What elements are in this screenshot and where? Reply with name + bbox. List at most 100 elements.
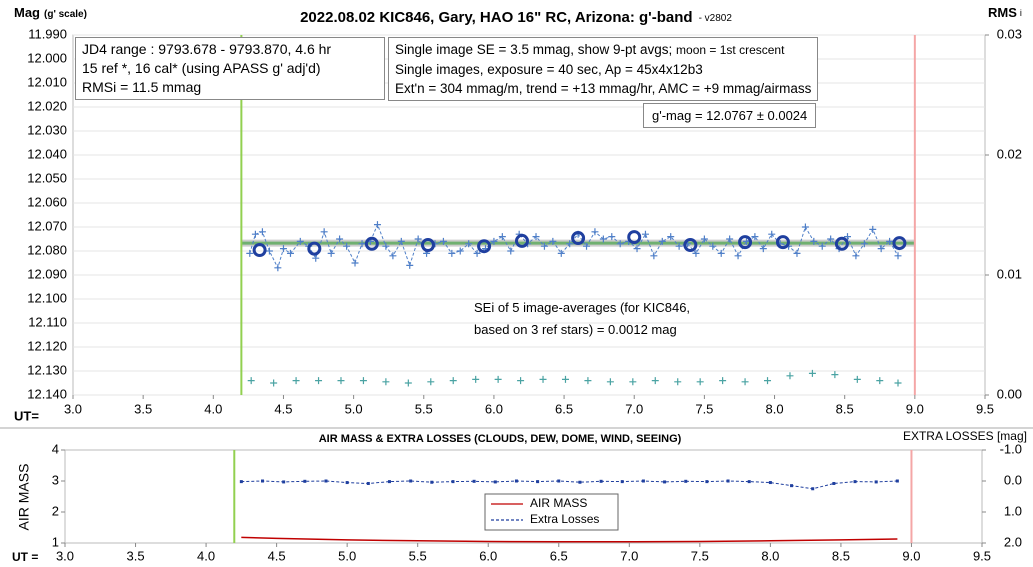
point bbox=[684, 479, 688, 483]
mag-box: g'-mag = 12.0767 ± 0.0024 bbox=[643, 103, 817, 128]
point bbox=[507, 247, 515, 255]
y-tick-label: 12.090 bbox=[27, 266, 67, 281]
point bbox=[557, 249, 565, 257]
point bbox=[674, 378, 682, 386]
y-tick-label: 2 bbox=[52, 503, 59, 518]
point bbox=[557, 479, 561, 483]
point bbox=[303, 479, 307, 483]
point bbox=[764, 377, 772, 385]
y-axis-title: Mag (g' scale) bbox=[14, 5, 87, 20]
point bbox=[312, 254, 320, 262]
point bbox=[239, 480, 243, 484]
point bbox=[629, 378, 637, 386]
point bbox=[843, 233, 851, 241]
point bbox=[696, 378, 704, 386]
x-tick-label: 7.5 bbox=[691, 548, 709, 563]
point bbox=[540, 242, 548, 250]
point bbox=[465, 240, 473, 248]
point bbox=[663, 480, 667, 484]
chart-title: AIR MASS & EXTRA LOSSES (CLOUDS, DEW, DO… bbox=[319, 433, 682, 445]
title-suffix: - v2802 bbox=[699, 13, 733, 24]
x-tick-label: 4.5 bbox=[274, 401, 292, 416]
point bbox=[853, 480, 857, 484]
y-label-note: (g' scale) bbox=[44, 9, 87, 20]
y-tick-label: 12.120 bbox=[27, 338, 67, 353]
y-tick-label: 1 bbox=[52, 534, 59, 549]
point bbox=[808, 369, 816, 377]
y-tick-label: 12.000 bbox=[27, 50, 67, 65]
point bbox=[768, 230, 776, 238]
point bbox=[472, 479, 476, 483]
point bbox=[801, 223, 809, 231]
x-tick-label: 9.5 bbox=[973, 548, 991, 563]
x-tick-label: 7.0 bbox=[620, 548, 638, 563]
average-point bbox=[775, 235, 790, 250]
point bbox=[382, 242, 390, 250]
note-line: g'-mag = 12.0767 ± 0.0024 bbox=[652, 108, 808, 123]
point bbox=[532, 233, 540, 241]
average-point bbox=[683, 238, 698, 252]
note-line: RMSi = 11.5 mmag bbox=[82, 79, 202, 95]
point bbox=[591, 228, 599, 236]
y2-axis-title: RMS i bbox=[988, 5, 1022, 20]
point bbox=[675, 242, 683, 250]
point bbox=[831, 371, 839, 379]
y2-tick-label: 2.0 bbox=[1004, 534, 1022, 549]
y2-tick-label: 0.03 bbox=[997, 26, 1022, 41]
point bbox=[584, 377, 592, 385]
point bbox=[473, 249, 481, 257]
x-tick-label: 3.0 bbox=[56, 548, 74, 563]
point bbox=[279, 245, 287, 253]
point bbox=[292, 377, 300, 385]
x-tick-label: 3.0 bbox=[64, 401, 82, 416]
point bbox=[296, 237, 304, 245]
point bbox=[860, 240, 868, 248]
point bbox=[286, 249, 294, 257]
point bbox=[389, 252, 397, 260]
x-axis-title: UT = bbox=[12, 550, 38, 564]
note-line: JD4 range : 9793.678 - 9793.870, 4.6 hr bbox=[82, 41, 332, 57]
point bbox=[650, 252, 658, 260]
point bbox=[366, 481, 370, 485]
point bbox=[869, 225, 877, 233]
point bbox=[498, 233, 506, 241]
x-tick-label: 5.0 bbox=[338, 548, 356, 563]
point bbox=[493, 480, 497, 484]
point bbox=[397, 237, 405, 245]
point bbox=[742, 237, 750, 245]
point bbox=[658, 237, 666, 245]
y2-tick-label: 0.02 bbox=[997, 146, 1022, 161]
point bbox=[853, 375, 861, 383]
note-line: based on 3 ref stars) = 0.0012 mag bbox=[474, 322, 677, 337]
point bbox=[641, 479, 645, 483]
point bbox=[608, 233, 616, 241]
x-tick-label: 8.0 bbox=[761, 548, 779, 563]
x-tick-label: 8.5 bbox=[832, 548, 850, 563]
y-tick-label: 12.010 bbox=[27, 74, 67, 89]
point bbox=[561, 375, 569, 383]
point bbox=[448, 249, 456, 257]
point bbox=[351, 259, 359, 267]
point bbox=[327, 249, 335, 257]
x-tick-label: 9.5 bbox=[976, 401, 994, 416]
point bbox=[536, 480, 540, 484]
point bbox=[747, 480, 751, 484]
point bbox=[620, 480, 624, 484]
point bbox=[472, 375, 480, 383]
y2-tick-label: 0.01 bbox=[997, 266, 1022, 281]
point bbox=[320, 228, 328, 236]
note-line: 15 ref *, 16 cal* (using APASS g' adj'd) bbox=[82, 60, 321, 76]
y-tick-label: 3 bbox=[52, 472, 59, 487]
average-point bbox=[571, 231, 586, 246]
note-line: Single image SE = 3.5 mmag, show 9-pt av… bbox=[395, 40, 811, 60]
point bbox=[382, 378, 390, 386]
chart-title: 2022.08.02 KIC846, Gary, HAO 16" RC, Ari… bbox=[300, 9, 732, 26]
point bbox=[832, 481, 836, 485]
x-tick-label: 4.0 bbox=[204, 401, 222, 416]
point bbox=[358, 240, 366, 248]
average-point bbox=[477, 239, 492, 254]
x-tick-label: 8.5 bbox=[836, 401, 854, 416]
note-line: SEi of 5 image-averages (for KIC846, bbox=[474, 300, 691, 315]
point bbox=[282, 480, 286, 484]
point bbox=[759, 245, 767, 253]
